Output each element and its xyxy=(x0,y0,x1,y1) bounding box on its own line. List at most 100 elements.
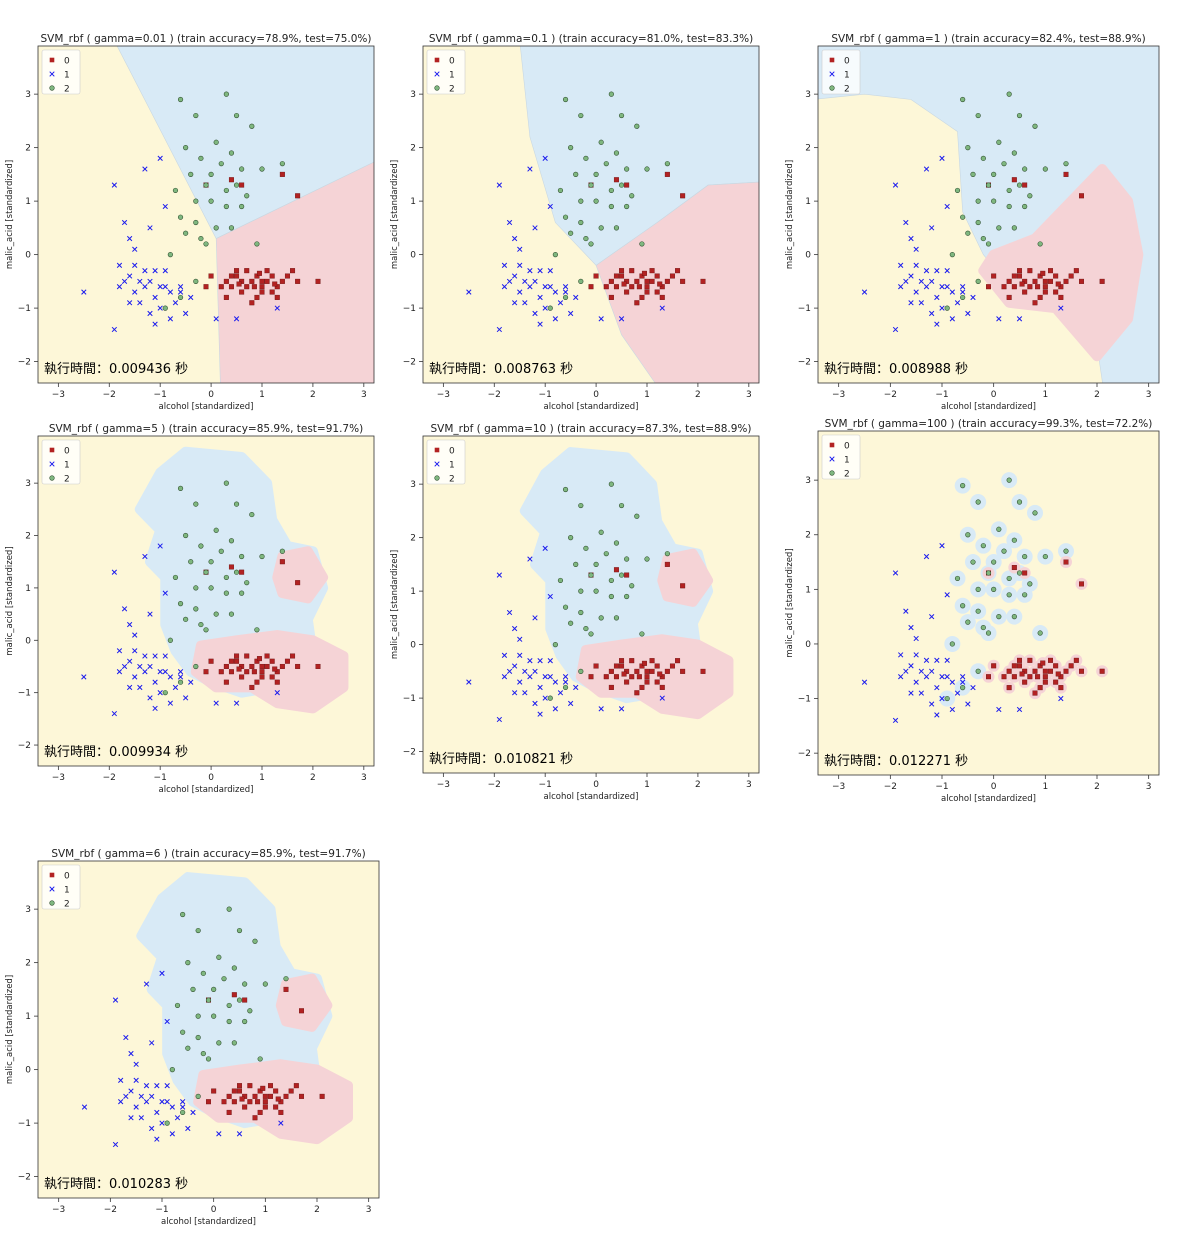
point-class-0 xyxy=(257,1109,263,1115)
point-class-2 xyxy=(965,619,971,625)
point-class-1 xyxy=(939,155,945,161)
point-class-2 xyxy=(613,150,620,156)
point-class-1 xyxy=(511,235,518,242)
point-class-1 xyxy=(903,278,909,285)
point-class-0 xyxy=(1073,268,1079,274)
point-class-0 xyxy=(262,1093,268,1099)
decision-region-class-1 xyxy=(116,46,374,239)
point-class-0 xyxy=(244,268,250,274)
point-class-0 xyxy=(288,1088,294,1094)
point-class-0 xyxy=(254,679,260,685)
point-class-1 xyxy=(929,668,935,674)
point-class-2 xyxy=(603,161,609,167)
legend-marker-0 xyxy=(49,447,55,453)
point-class-1 xyxy=(949,706,955,713)
point-class-2 xyxy=(193,278,199,284)
point-class-0 xyxy=(244,669,250,675)
point-class-0 xyxy=(644,668,650,674)
point-class-2 xyxy=(573,171,579,177)
point-class-0 xyxy=(608,294,614,300)
point-class-0 xyxy=(1079,278,1085,284)
point-class-1 xyxy=(167,289,174,295)
point-class-2 xyxy=(598,615,604,621)
point-class-0 xyxy=(608,668,614,674)
x-tick-label: 2 xyxy=(695,780,701,790)
point-class-0 xyxy=(644,289,650,295)
point-class-2 xyxy=(180,911,186,918)
point-class-1 xyxy=(944,268,950,274)
point-class-2 xyxy=(1022,553,1028,560)
point-class-1 xyxy=(149,1040,155,1046)
point-class-1 xyxy=(908,690,914,696)
point-class-1 xyxy=(913,635,919,642)
point-class-2 xyxy=(970,559,976,565)
point-class-0 xyxy=(257,1088,263,1094)
legend-marker-0 xyxy=(49,872,55,878)
chart-title: SVM_rbf ( gamma=5 ) (train accuracy=85.9… xyxy=(49,423,363,435)
legend-marker-2 xyxy=(49,85,55,91)
x-tick-label: 3 xyxy=(361,773,367,783)
point-class-1 xyxy=(903,219,909,226)
point-class-1 xyxy=(133,1104,139,1110)
point-class-2 xyxy=(239,590,245,596)
decision-region-class-0 xyxy=(215,161,374,383)
legend-marker-2 xyxy=(829,470,835,476)
point-class-0 xyxy=(603,284,609,290)
x-axis-label: alcohol [standardized] xyxy=(161,1217,256,1227)
point-class-0 xyxy=(1011,273,1017,279)
point-class-1 xyxy=(923,657,930,663)
data-points xyxy=(861,477,1105,724)
point-class-1 xyxy=(960,679,966,685)
point-class-0 xyxy=(1016,273,1022,279)
x-tick-label: 0 xyxy=(593,780,599,790)
point-class-0 xyxy=(274,284,280,290)
point-class-1 xyxy=(923,553,930,560)
point-class-2 xyxy=(1006,187,1012,194)
point-class-1 xyxy=(659,695,665,701)
point-class-0 xyxy=(669,663,675,669)
point-class-0 xyxy=(1022,182,1028,188)
legend-marker-0 xyxy=(829,57,835,63)
point-class-2 xyxy=(593,171,599,177)
point-class-2 xyxy=(1016,182,1023,188)
point-class-1 xyxy=(532,668,538,675)
point-class-2 xyxy=(1042,166,1048,172)
point-class-1 xyxy=(934,712,940,718)
point-class-0 xyxy=(295,278,301,284)
y-tick-label: −1 xyxy=(798,304,811,314)
point-class-2 xyxy=(239,553,245,560)
chart-title: SVM_rbf ( gamma=0.1 ) (train accuracy=81… xyxy=(429,33,753,45)
point-class-1 xyxy=(557,690,564,696)
point-class-1 xyxy=(112,1141,119,1148)
x-axis-label: alcohol [standardized] xyxy=(544,792,639,802)
point-class-1 xyxy=(190,1109,196,1116)
point-class-1 xyxy=(996,706,1002,713)
point-class-0 xyxy=(315,663,321,669)
point-class-2 xyxy=(169,1067,175,1073)
point-class-0 xyxy=(251,669,257,675)
legend-box xyxy=(821,434,861,480)
point-class-0 xyxy=(634,690,640,696)
point-class-2 xyxy=(547,305,553,311)
point-class-1 xyxy=(923,268,930,274)
chart-title: SVM_rbf ( gamma=10 ) (train accuracy=87.… xyxy=(430,423,751,435)
point-class-2 xyxy=(664,551,670,557)
point-class-1 xyxy=(537,294,543,301)
point-class-0 xyxy=(239,674,245,680)
point-class-1 xyxy=(527,284,533,290)
point-class-0 xyxy=(247,1083,253,1089)
point-class-0 xyxy=(239,663,245,669)
x-tick-label: 0 xyxy=(211,1205,217,1215)
point-class-0 xyxy=(649,668,655,674)
point-class-0 xyxy=(669,273,675,279)
point-class-0 xyxy=(588,284,594,290)
point-class-1 xyxy=(934,657,940,663)
point-class-2 xyxy=(629,583,635,589)
point-class-2 xyxy=(167,637,173,643)
point-class-0 xyxy=(1022,668,1028,674)
point-class-0 xyxy=(619,663,625,669)
point-class-2 xyxy=(213,611,219,617)
point-class-2 xyxy=(639,631,645,637)
point-class-0 xyxy=(1048,278,1054,284)
